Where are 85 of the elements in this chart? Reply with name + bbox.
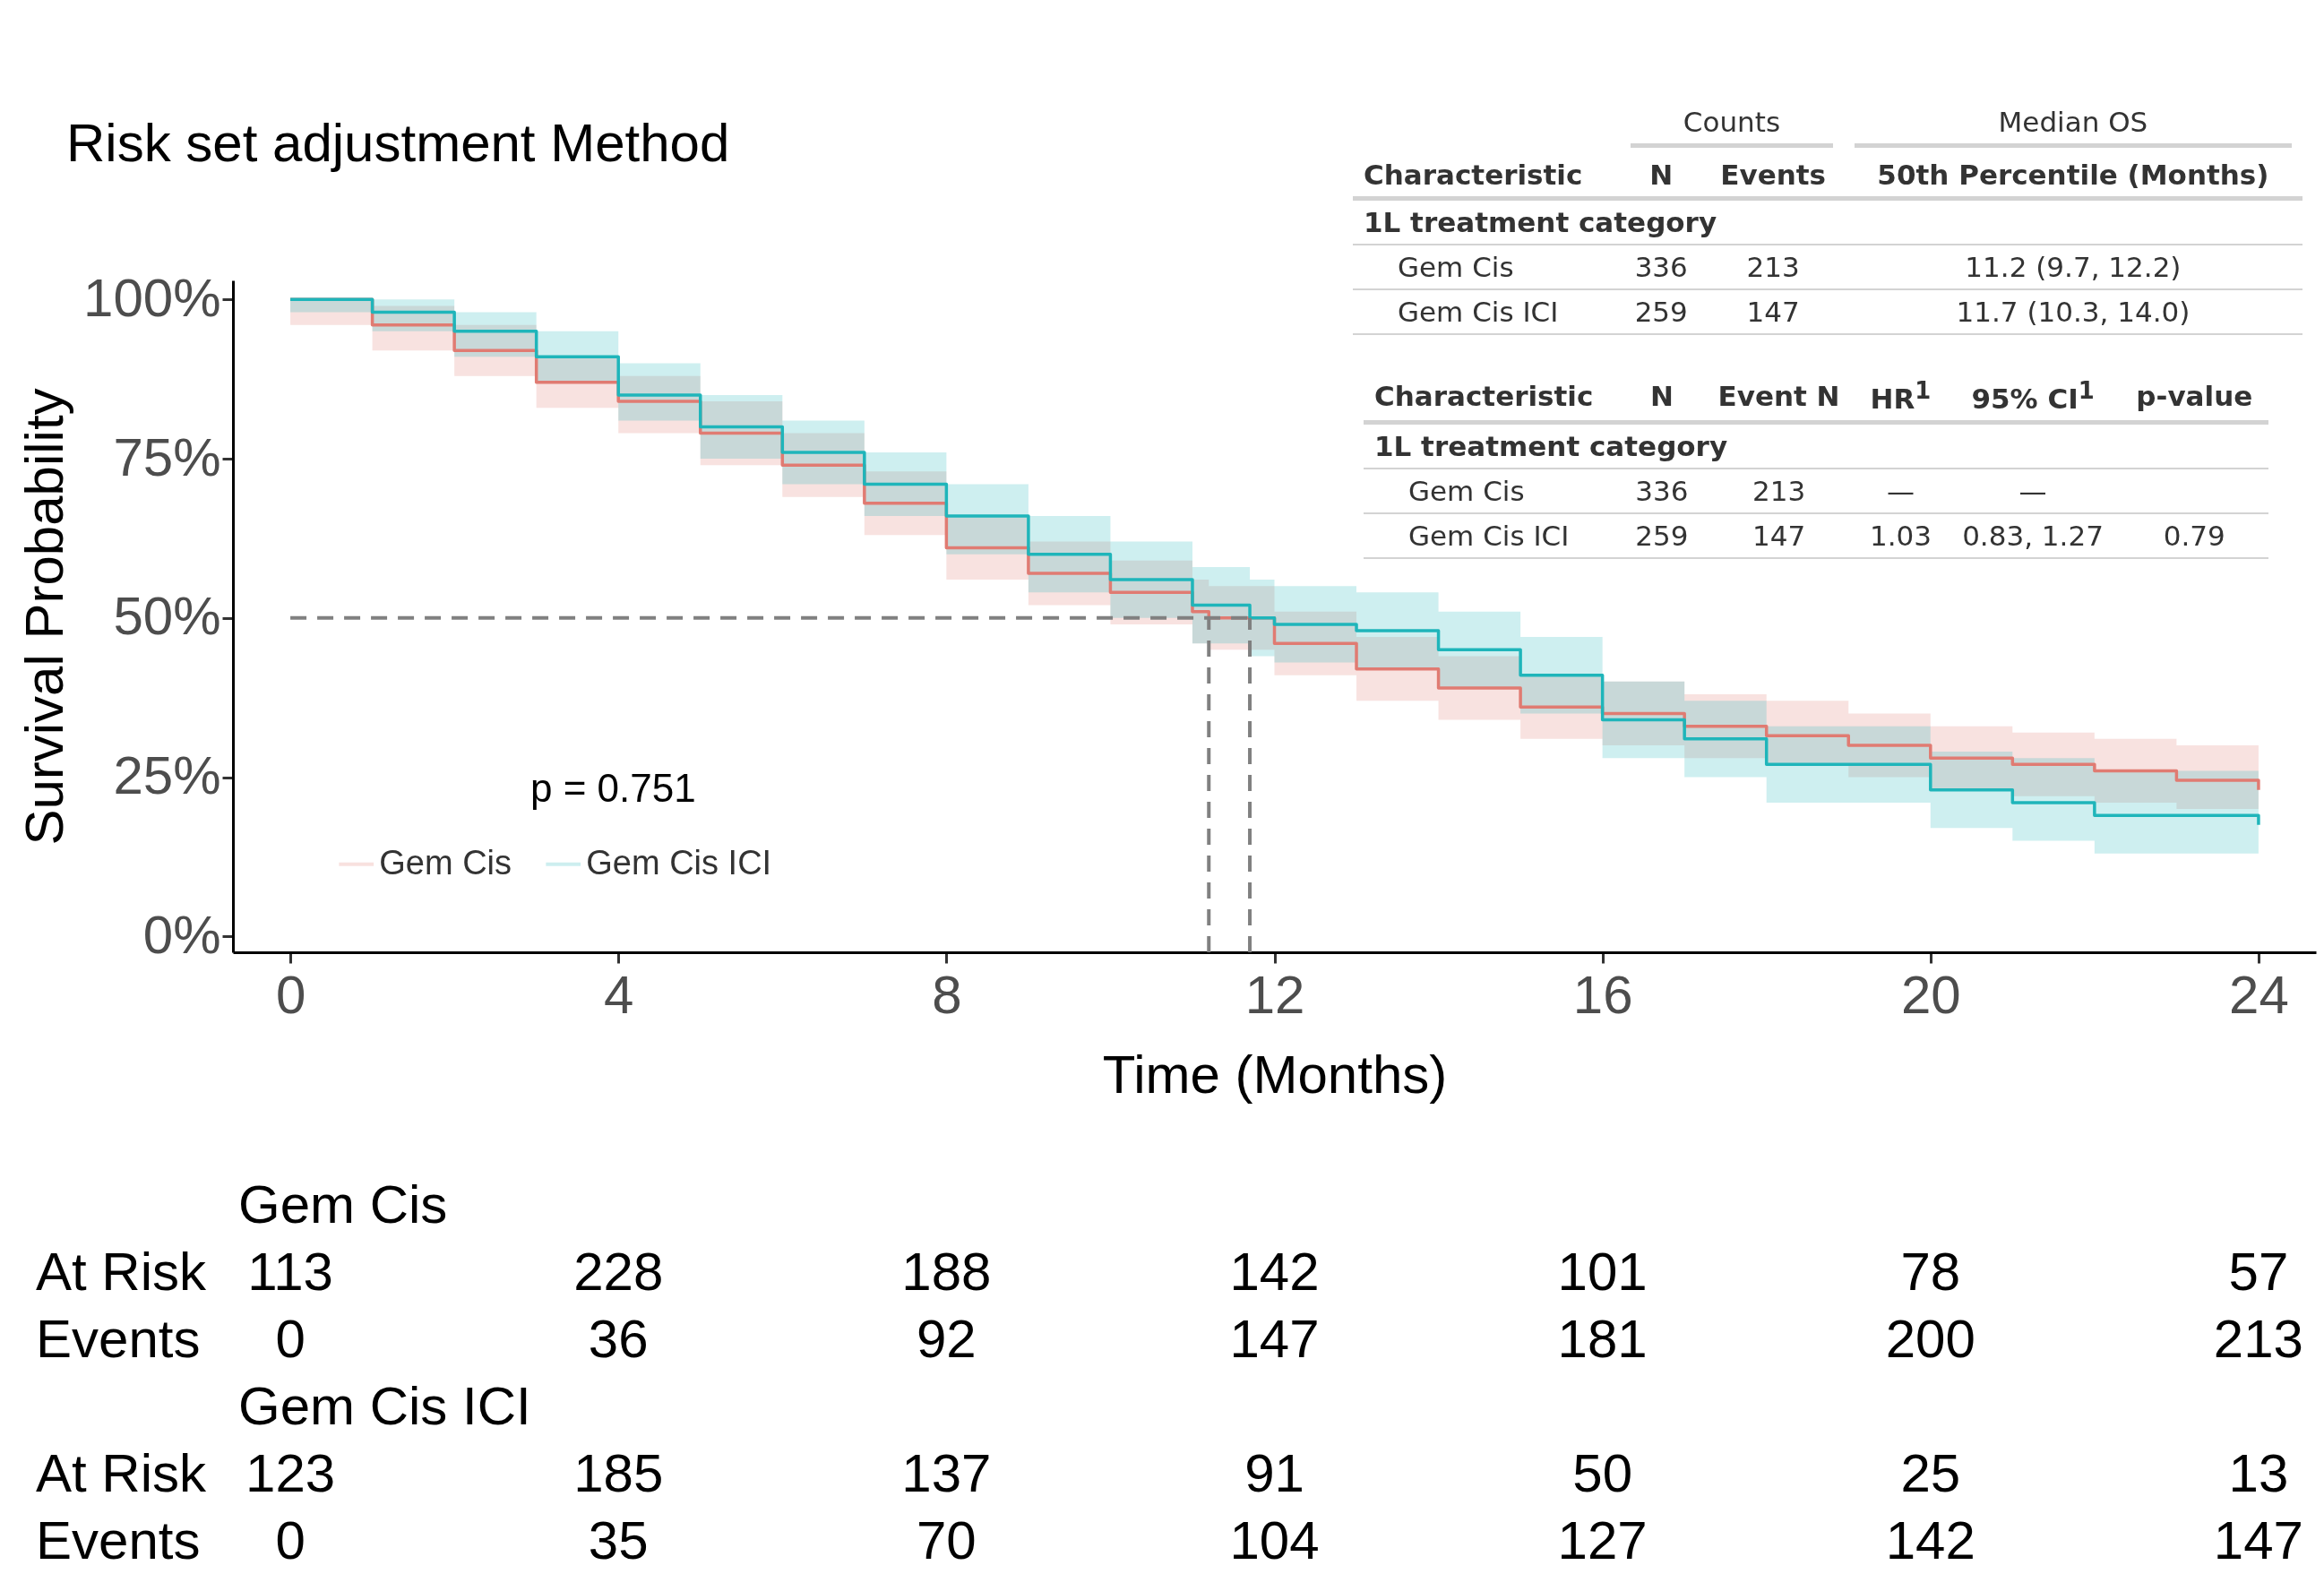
text: 35 (588, 1509, 649, 1571)
text: 92 (916, 1308, 977, 1370)
annotation: — (1855, 469, 1946, 514)
annotation: — (1945, 469, 2121, 514)
annotation: Gem Cis (1364, 469, 1622, 514)
x-tick-label: 12 (1244, 964, 1305, 1025)
annotation: 336 (1622, 469, 1702, 514)
y-tick-label: 100% (83, 267, 221, 328)
x-axis-title: Time (Months) (1102, 1044, 1448, 1105)
x-tick-label: 20 (1900, 964, 1961, 1025)
text: 78 (1900, 1241, 1961, 1303)
text: 200 (1885, 1308, 1975, 1370)
annotation: 259 (1620, 289, 1703, 334)
text: At Risk (36, 1241, 207, 1303)
annotation: 95% CI$^{1}$ (1945, 372, 2121, 423)
text: 181 (1557, 1308, 1648, 1370)
x-tick-label: 4 (604, 964, 634, 1025)
text: Events (1720, 159, 1826, 191)
text: 142 (1885, 1509, 1975, 1571)
y-tick-label: 50% (113, 586, 221, 647)
annotation: p = 0.751 (530, 766, 696, 811)
annotation: 1L treatment category (1364, 422, 2268, 469)
annotation: Characteristic (1364, 372, 1622, 423)
text: 147 (2213, 1509, 2303, 1571)
y-tick-label: 75% (113, 426, 221, 487)
legend-label: Gem Cis (379, 843, 512, 882)
text: 57 (2228, 1241, 2289, 1303)
text: 36 (588, 1308, 649, 1370)
annotation: 11.2 (9.7, 12.2) (1843, 245, 2302, 289)
text: Gem Cis (238, 1174, 448, 1235)
text: 50 (1572, 1442, 1633, 1504)
text: 147 (1229, 1308, 1320, 1370)
annotation: 336 (1620, 245, 1703, 289)
text: 50th Percentile (Months) (1877, 159, 2269, 191)
y-axis-title: Survival Probability (14, 388, 75, 846)
text: Events (36, 1308, 201, 1370)
x-tick-label: 16 (1572, 964, 1633, 1025)
annotation: 147 (1701, 513, 1856, 559)
text: Characteristic (1364, 159, 1583, 191)
annotation: Gem Cis (1353, 245, 1621, 289)
text: 188 (901, 1241, 992, 1303)
annotation: HR$^{1}$ (1855, 372, 1946, 423)
annotation: Gem Cis ICI (1364, 513, 1622, 559)
x-tick-label: 0 (275, 964, 306, 1025)
annotation: 11.7 (10.3, 14.0) (1843, 289, 2302, 334)
legend-label: Gem Cis ICI (586, 843, 772, 882)
text: 104 (1229, 1509, 1320, 1571)
text: 13 (2228, 1442, 2289, 1504)
text: 228 (573, 1241, 664, 1303)
annotation: 147 (1702, 289, 1844, 334)
text: 0 (275, 1509, 306, 1571)
text: N (1649, 159, 1674, 191)
text: At Risk (36, 1442, 207, 1504)
x-tick-label: 8 (932, 964, 962, 1025)
text: Events (36, 1509, 201, 1571)
annotation: 213 (1701, 469, 1856, 514)
text: 185 (573, 1442, 664, 1504)
text: 25 (1900, 1442, 1961, 1504)
text: 91 (1244, 1442, 1304, 1504)
annotation: 0.83, 1.27 (1945, 513, 2121, 559)
text: 113 (247, 1241, 333, 1303)
text: 137 (901, 1442, 992, 1504)
annotation: Event N (1701, 372, 1856, 423)
text: Gem Cis ICI (238, 1375, 531, 1437)
annotation: 0.79 (2120, 513, 2268, 559)
y-tick-label: 0% (142, 904, 221, 965)
annotation: 1.03 (1855, 513, 1946, 559)
text: 142 (1229, 1241, 1320, 1303)
text: Counts (1683, 106, 1781, 138)
text: 101 (1557, 1241, 1648, 1303)
annotation: 213 (1702, 245, 1844, 289)
annotation: N (1622, 372, 1702, 423)
text: 70 (916, 1509, 977, 1571)
text: 213 (2213, 1308, 2303, 1370)
annotation: Gem Cis ICI (1353, 289, 1621, 334)
x-tick-label: 24 (2229, 964, 2289, 1025)
text: 0 (275, 1308, 306, 1370)
text: 127 (1557, 1509, 1648, 1571)
annotation: p-value (2120, 372, 2268, 423)
y-tick-label: 25% (113, 745, 221, 805)
text: Median OS (1998, 106, 2148, 138)
text: 1L treatment category (1364, 206, 1717, 238)
chart-title: Risk set adjustment Method (66, 112, 730, 174)
text: 123 (245, 1442, 336, 1504)
annotation: 259 (1622, 513, 1702, 559)
